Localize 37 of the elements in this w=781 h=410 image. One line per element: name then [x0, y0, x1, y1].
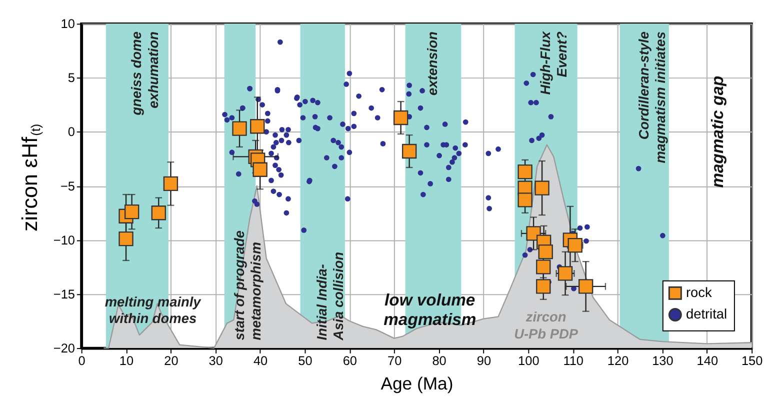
x-tick-label: 90	[476, 353, 492, 368]
legend-label: rock	[686, 285, 712, 300]
legend-label: detrital	[686, 306, 728, 322]
y-tick-label: −20	[53, 340, 75, 356]
x-tick-label: 0	[78, 353, 86, 368]
y-tick-label: −5	[60, 178, 75, 194]
band-label: gneiss dome exhumation	[129, 31, 161, 116]
y-tick-label: −15	[53, 286, 75, 302]
y-tick-label: −10	[53, 232, 75, 248]
x-tick-label: 70	[388, 353, 402, 368]
x-tick-label: 120	[607, 353, 629, 368]
x-tick-label: 60	[342, 353, 358, 368]
x-tick-label: 140	[696, 353, 718, 368]
band-label: Initial India- Asia collision	[314, 252, 346, 342]
band-label: start of prograde metamorphism	[232, 230, 264, 340]
x-tick-label: 30	[208, 353, 223, 368]
y-tick-label: 5	[68, 70, 75, 86]
x-tick-label: 80	[432, 353, 446, 368]
x-tick-label: 150	[741, 353, 763, 368]
x-axis-title: Age (Ma)	[380, 374, 454, 394]
annotation: melting mainly within domes	[104, 294, 202, 326]
y-tick-label: 10	[60, 16, 75, 32]
annotation: magmatic gap	[708, 76, 727, 188]
x-tick-label: 40	[253, 353, 268, 368]
annotation: low volume magmatism	[384, 290, 476, 329]
x-tick-label: 110	[563, 353, 584, 368]
band-label: Cordilleran-style magmatism initiates	[636, 31, 668, 164]
annotation: zircon U-Pb PDP	[514, 310, 579, 342]
band-label: extension	[425, 32, 440, 96]
x-tick-label: 20	[164, 353, 178, 368]
band-label: High-Flux Event?	[538, 30, 570, 95]
y-axis-title: zircon εHf(t)	[17, 124, 44, 232]
x-tick-label: 10	[119, 353, 134, 368]
x-tick-label: 130	[652, 353, 674, 368]
x-tick-label: 100	[518, 353, 540, 368]
x-tick-label: 50	[298, 353, 312, 368]
y-tick-label: 0	[68, 124, 75, 140]
